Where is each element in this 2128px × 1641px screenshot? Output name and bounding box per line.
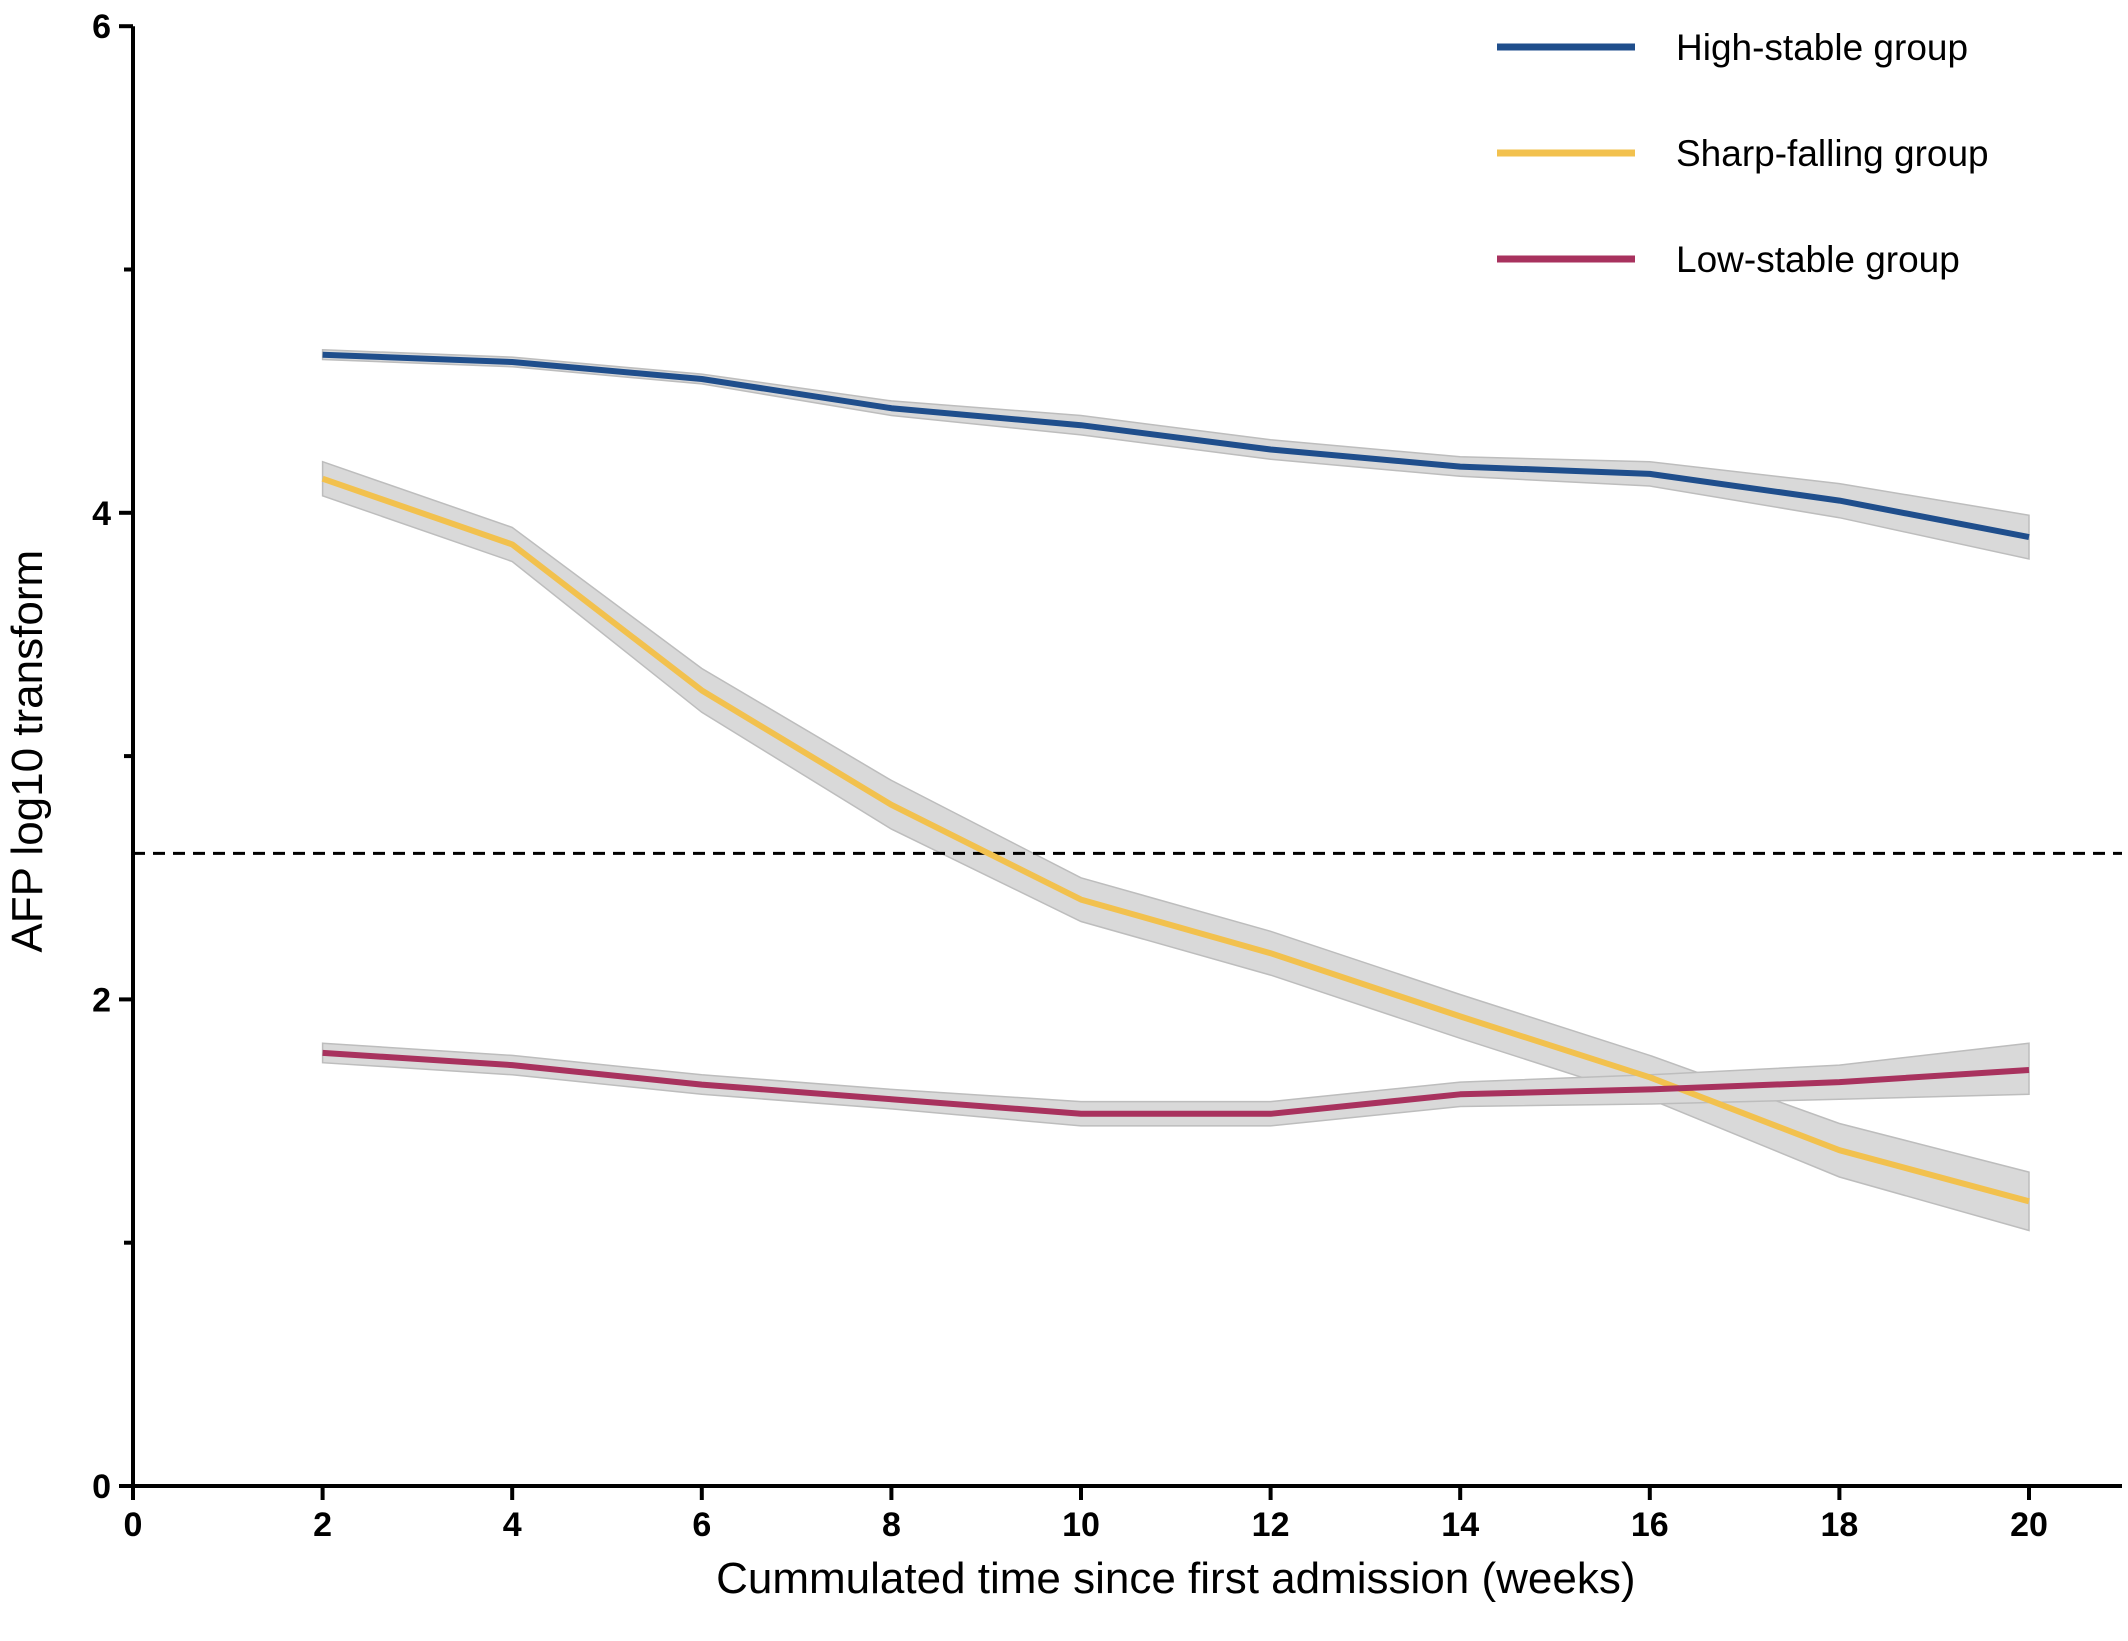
confidence-band-3: [321, 1042, 2030, 1127]
x-tick-label: 6: [692, 1506, 711, 1544]
tick-marks: 0 2 4 6 8 10 12 14 16 18 20 0 2 4 6: [92, 8, 2048, 1544]
y-tick-label: 2: [92, 981, 111, 1019]
x-tick-label: 10: [1062, 1506, 1100, 1544]
y-tick-label: 4: [92, 495, 111, 533]
x-tick-label: 18: [1820, 1506, 1858, 1544]
legend-label-1: High-stable group: [1676, 27, 1968, 68]
series-line-3: [322, 1049, 2030, 1117]
x-tick-label: 0: [124, 1506, 143, 1544]
legend-label-2: Sharp-falling group: [1676, 133, 1989, 174]
x-axis-title: Cummulated time since first admission (w…: [716, 1554, 1635, 1603]
x-tick-label: 4: [503, 1506, 522, 1544]
x-tick-label: 20: [2010, 1506, 2048, 1544]
series-lines: [321, 351, 2030, 1205]
y-tick-label: 0: [92, 1468, 111, 1506]
y-tick-label: 6: [92, 8, 111, 46]
x-tick-label: 12: [1252, 1506, 1290, 1544]
x-tick-label: 8: [882, 1506, 901, 1544]
x-tick-label: 16: [1631, 1506, 1669, 1544]
confidence-bands: [321, 349, 2030, 1232]
x-tick-label: 14: [1441, 1506, 1479, 1544]
confidence-band-1: [321, 349, 2030, 560]
series-line-1: [322, 351, 2030, 541]
y-axis-title: AFP log10 transform: [3, 550, 52, 953]
x-tick-label: 2: [313, 1506, 332, 1544]
legend: High-stable group Sharp-falling group Low-…: [1497, 27, 1989, 280]
legend-label-3: Low-stable group: [1676, 239, 1960, 280]
series-line-2: [321, 475, 2030, 1205]
